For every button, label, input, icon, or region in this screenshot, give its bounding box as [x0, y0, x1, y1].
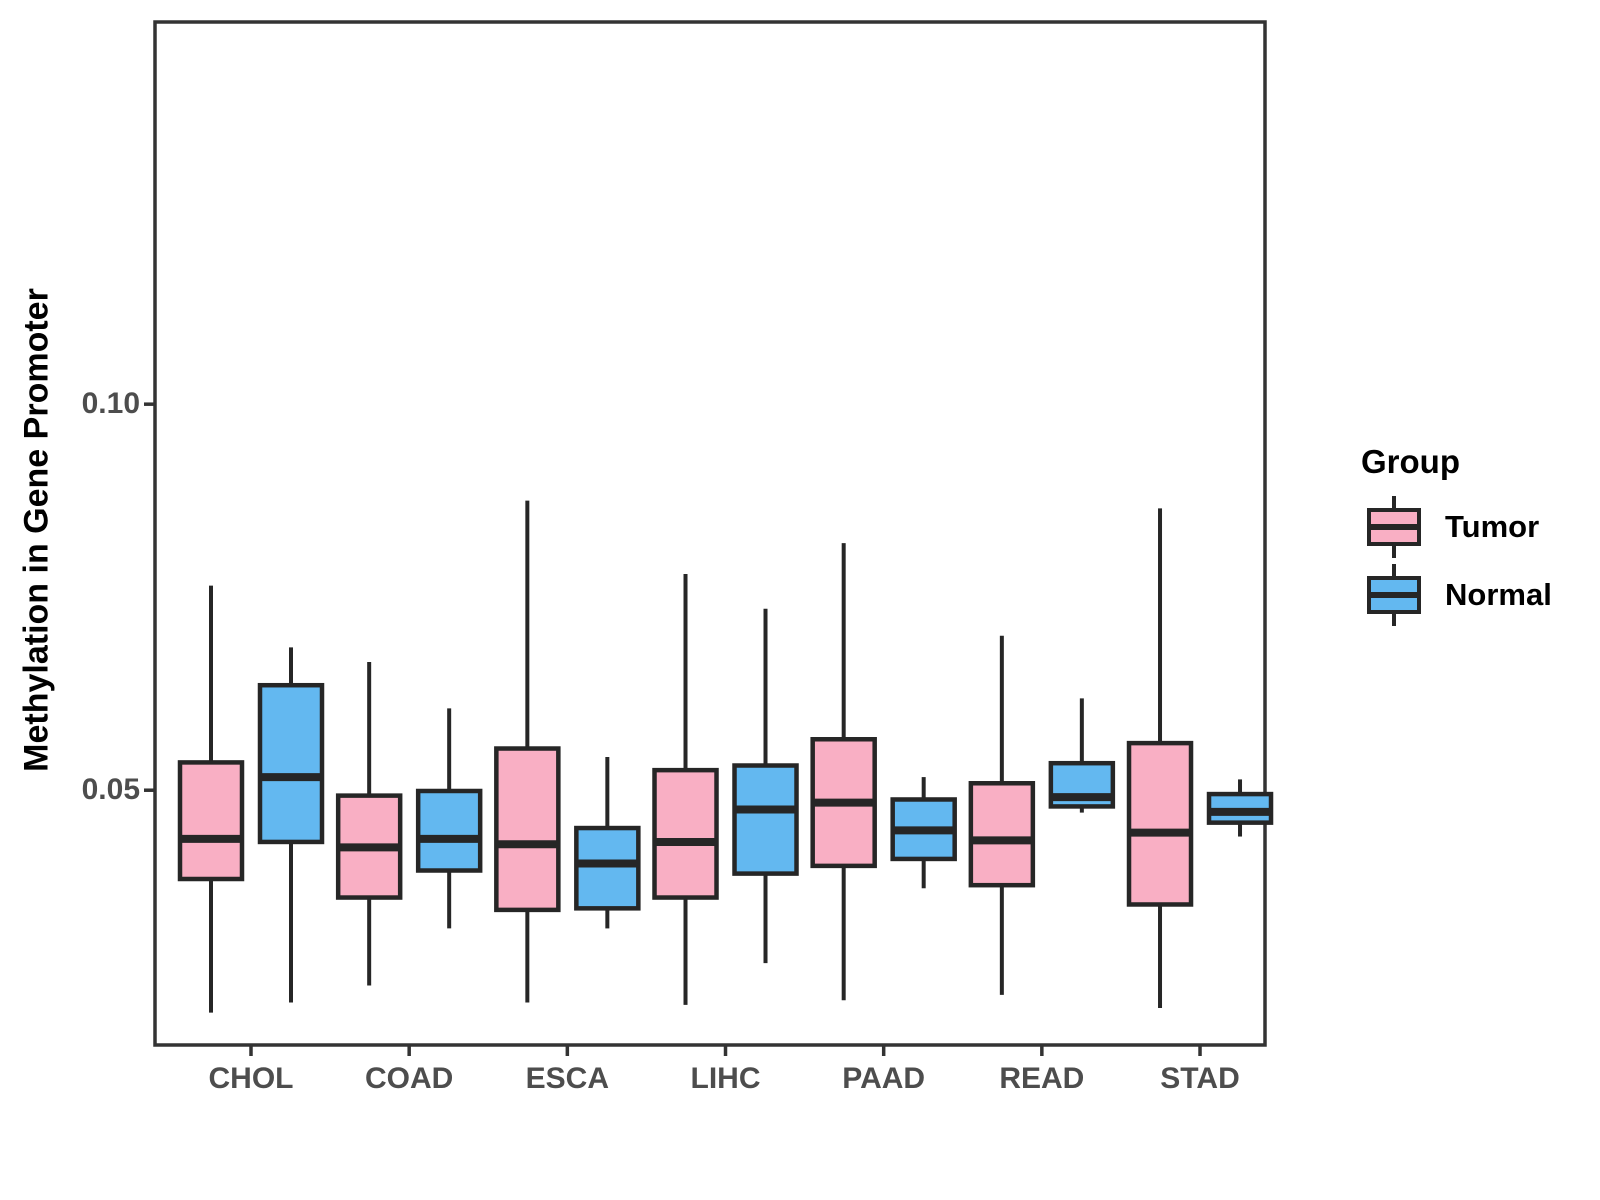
boxplot-box: [415, 788, 483, 873]
legend-item-label-tumor: Tumor: [1445, 509, 1540, 544]
x-tick-label-esca: ESCA: [525, 1062, 610, 1095]
x-tick-label-stad: STAD: [1160, 1062, 1240, 1095]
x-tick-label-read: READ: [999, 1062, 1085, 1095]
boxplot-glyph-normal-icon: [1367, 564, 1421, 626]
boxplot-box: [1126, 740, 1194, 907]
boxplot-glyph-tumor-icon: [1367, 496, 1421, 558]
y-tick-label: 0.05: [81, 773, 140, 807]
x-tick-label-coad: COAD: [364, 1062, 454, 1095]
x-tick-label-chol: CHOL: [208, 1062, 294, 1095]
x-tick-label-paad: PAAD: [842, 1062, 926, 1095]
boxplot-box: [652, 767, 719, 900]
boxplot-box: [732, 763, 799, 876]
boxplot-box: [177, 760, 245, 882]
legend-item-label-normal: Normal: [1445, 577, 1552, 612]
boxplot-box: [574, 825, 641, 911]
x-tick-label-lihc: LIHC: [690, 1062, 761, 1095]
legend: Group Tumor Normal: [1333, 443, 1573, 631]
legend-item-normal: Normal: [1333, 563, 1573, 627]
y-tick-label: 0.10: [81, 387, 140, 421]
legend-item-tumor: Tumor: [1333, 495, 1573, 559]
plot-panel-border: [153, 20, 1267, 1047]
boxplot-box: [494, 746, 561, 913]
legend-title: Group: [1361, 443, 1460, 480]
boxplot-box: [257, 682, 325, 845]
boxplot-box: [968, 781, 1036, 888]
y-axis-title: Methylation in Gene Promoter: [17, 288, 56, 772]
